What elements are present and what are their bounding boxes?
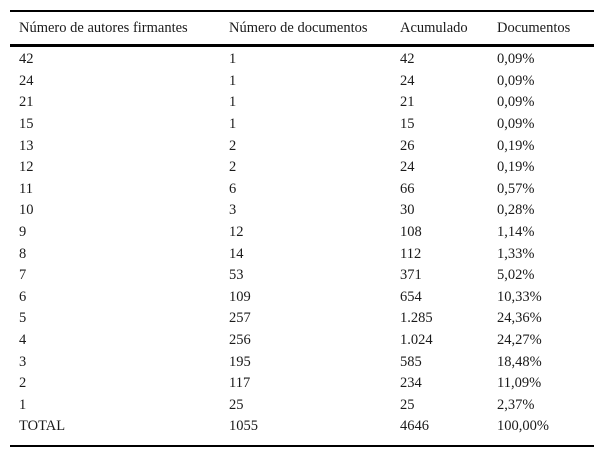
table-row: 42 1 42 0,09% [10,46,594,71]
table-cell: 0,09% [497,51,535,68]
table-cell: 1 [19,396,27,413]
table-header: Número de autores firmantes Número de do… [10,11,594,47]
table-cell: 12 [229,224,244,241]
table-cell: 371 [400,267,422,284]
table-cell: 0,57% [497,180,535,197]
table-cell: 18,48% [497,353,542,370]
table-row: 2 117 234 11,09% [10,373,594,395]
table-cell: 1,33% [497,245,535,262]
table-cell: 585 [400,353,422,370]
table-row: 4 256 1.024 24,27% [10,330,594,352]
table-cell: 6 [19,288,27,305]
table-cell: 3 [229,202,237,219]
table-row: 8 14 112 1,33% [10,243,594,265]
table-cell: 11 [19,180,33,197]
table-cell: 2,37% [497,396,535,413]
table-cell: 108 [400,224,422,241]
table-cell: 1 [229,116,237,133]
table-cell: 12 [19,159,34,176]
table-cell: TOTAL [19,418,66,435]
table-cell: 30 [400,202,415,219]
table-cell: 10 [19,202,34,219]
table-cell: 1 [229,72,237,89]
table-cell: 24,36% [497,310,542,327]
table-row: 24 1 24 0,09% [10,71,594,93]
header-num-autores-firmantes: Número de autores firmantes [10,11,220,47]
table-cell: 10,33% [497,288,542,305]
table-cell: 26 [400,137,415,154]
table-cell: 21 [19,94,34,111]
table-cell: 117 [229,375,251,392]
table-cell: 1055 [229,418,258,435]
table-cell: 4 [19,332,27,349]
table-row: 7 53 371 5,02% [10,265,594,287]
table-cell: 109 [229,288,251,305]
table-cell: 15 [400,116,415,133]
table-cell: 15 [19,116,34,133]
table-cell: 112 [400,245,422,262]
table-cell: 7 [19,267,27,284]
table-row: 15 1 15 0,09% [10,114,594,136]
table-cell: 3 [19,353,27,370]
paper-table-region: Número de autores firmantes Número de do… [10,10,594,447]
table-cell: 1 [229,94,237,111]
table-cell: 1.024 [400,332,433,349]
table-cell: 14 [229,245,244,262]
table-cell: 4646 [400,418,429,435]
table-cell: 6 [229,180,237,197]
table-cell: 195 [229,353,251,370]
table-cell: 0,28% [497,202,535,219]
header-acumulado: Acumulado [391,11,488,47]
table-cell: 5,02% [497,267,535,284]
table-cell: 24,27% [497,332,542,349]
authors-documents-table: Número de autores firmantes Número de do… [10,10,594,447]
table-cell: 53 [229,267,244,284]
table-cell: 1.285 [400,310,433,327]
table-row: TOTAL 1055 4646 100,00% [10,416,594,446]
table-cell: 66 [400,180,415,197]
table-row: 9 12 108 1,14% [10,222,594,244]
table-row: 10 3 30 0,28% [10,200,594,222]
table-cell: 11,09% [497,375,542,392]
table-cell: 24 [400,159,415,176]
table-cell: 25 [229,396,244,413]
table-header-row: Número de autores firmantes Número de do… [10,11,594,47]
header-documentos: Documentos [488,11,594,47]
table-row: 5 257 1.285 24,36% [10,308,594,330]
table-cell: 0,09% [497,94,535,111]
table-cell: 0,09% [497,116,535,133]
table-cell: 24 [19,72,34,89]
table-row: 13 2 26 0,19% [10,135,594,157]
table-cell: 100,00% [497,418,549,435]
table-cell: 42 [19,51,34,68]
table-cell: 1,14% [497,224,535,241]
table-cell: 256 [229,332,251,349]
table-cell: 654 [400,288,422,305]
table-row: 6 109 654 10,33% [10,287,594,309]
table-cell: 1 [229,51,237,68]
table-cell: 234 [400,375,422,392]
table-cell: 25 [400,396,415,413]
table-row: 1 25 25 2,37% [10,395,594,417]
table-cell: 2 [19,375,27,392]
header-num-documentos: Número de documentos [220,11,391,47]
table-cell: 8 [19,245,27,262]
table-cell: 2 [229,137,237,154]
table-cell: 9 [19,224,27,241]
table-row: 21 1 21 0,09% [10,92,594,114]
table-cell: 0,09% [497,72,535,89]
table-cell: 257 [229,310,251,327]
table-cell: 2 [229,159,237,176]
table-cell: 0,19% [497,137,535,154]
table-cell: 5 [19,310,27,327]
table-cell: 21 [400,94,415,111]
table-row: 11 6 66 0,57% [10,179,594,201]
table-row: 12 2 24 0,19% [10,157,594,179]
table-row: 3 195 585 18,48% [10,351,594,373]
table-cell: 24 [400,72,415,89]
table-cell: 42 [400,51,415,68]
table-cell: 0,19% [497,159,535,176]
table-cell: 13 [19,137,34,154]
table-body: 42 1 42 0,09% 24 1 24 0,09% 21 1 21 0,09% 15 1 15 0,09%… [10,46,594,446]
